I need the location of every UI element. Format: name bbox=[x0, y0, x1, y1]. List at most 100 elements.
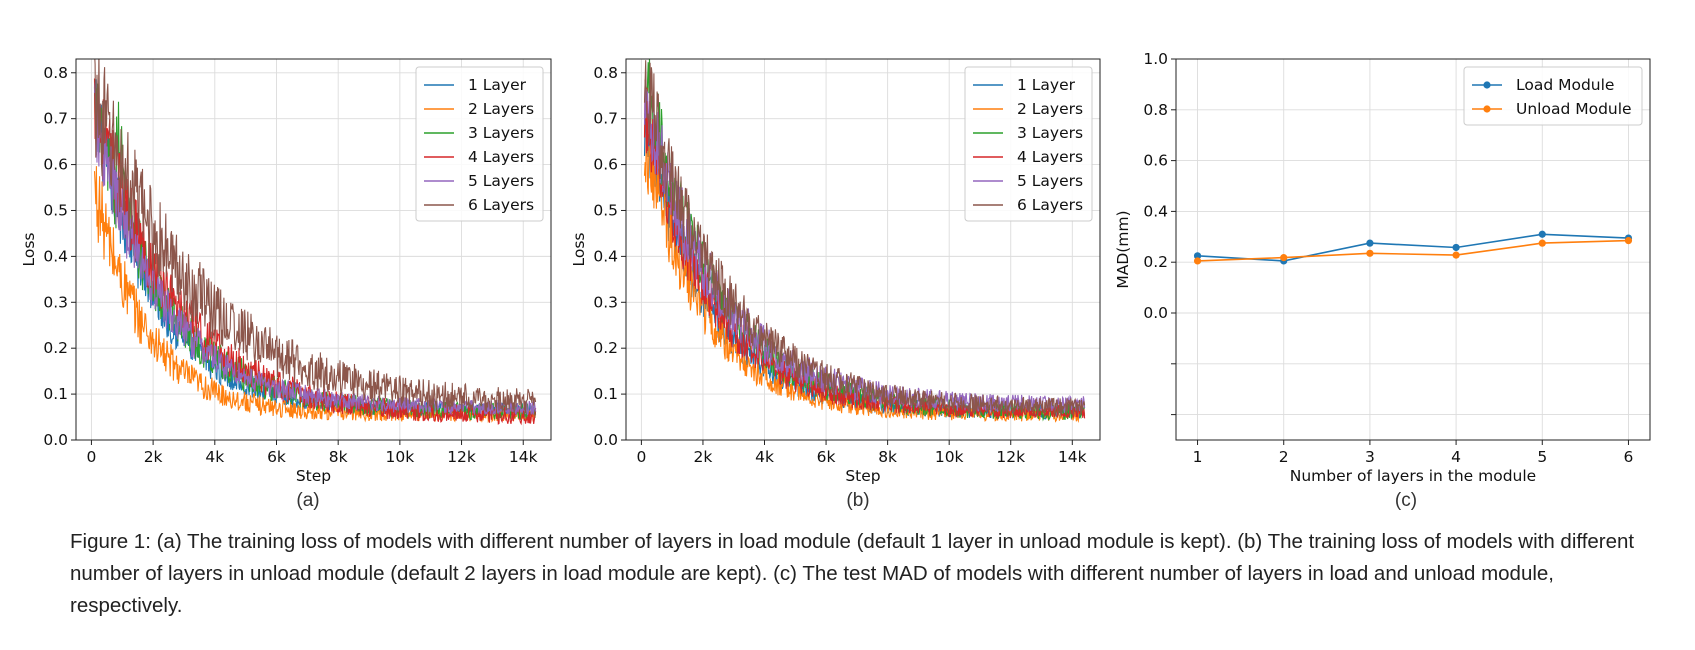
x-tick-label: 2k bbox=[144, 448, 163, 466]
series-line-load-module bbox=[1197, 233, 1629, 262]
y-tick-label: 0.7 bbox=[43, 110, 68, 128]
x-tick-label: 14k bbox=[509, 448, 538, 466]
y-tick-label: 0.2 bbox=[1143, 253, 1168, 271]
legend-label: 1 Layer bbox=[1017, 76, 1076, 94]
x-tick-label: 14k bbox=[1058, 448, 1087, 466]
x-axis-label: Step bbox=[845, 467, 880, 485]
y-tick-label: 0.4 bbox=[43, 247, 68, 265]
y-tick-label: 0.2 bbox=[593, 339, 618, 357]
x-tick-label: 10k bbox=[386, 448, 415, 466]
legend-label: 4 Layers bbox=[468, 148, 534, 166]
plot-area bbox=[1193, 230, 1633, 265]
y-tick-label: 1.0 bbox=[1143, 50, 1168, 68]
series-line-6-layers bbox=[643, 60, 1086, 417]
x-tick-label: 12k bbox=[447, 448, 476, 466]
y-tick-label: 0.6 bbox=[1143, 152, 1168, 170]
x-tick-label: 0 bbox=[636, 448, 646, 466]
x-tick-label: 4 bbox=[1451, 448, 1461, 466]
plot-frame bbox=[1175, 58, 1651, 441]
y-tick-label: 0.0 bbox=[1143, 304, 1168, 322]
legend-label: 4 Layers bbox=[1017, 148, 1083, 166]
x-tick-label: 8k bbox=[329, 448, 348, 466]
legend-label: 5 Layers bbox=[468, 172, 534, 190]
legend-label: 6 Layers bbox=[468, 196, 534, 214]
x-axis-label: Number of layers in the module bbox=[1290, 467, 1536, 485]
y-tick-label: 0.6 bbox=[593, 156, 618, 174]
y-tick-label: 0.1 bbox=[593, 385, 618, 403]
legend-label: 3 Layers bbox=[1017, 124, 1083, 142]
plot-area bbox=[93, 59, 537, 426]
x-tick-label: 2k bbox=[694, 448, 713, 466]
subplot-a-label: (a) bbox=[296, 490, 320, 511]
y-axis-label: Loss bbox=[20, 233, 38, 267]
data-point bbox=[1624, 237, 1633, 245]
data-point bbox=[1193, 257, 1202, 265]
series-line-6-layers bbox=[94, 59, 537, 414]
y-tick-label: 0.3 bbox=[593, 293, 618, 311]
x-tick-label: 1 bbox=[1193, 448, 1203, 466]
legend-label: 1 Layer bbox=[468, 76, 527, 94]
legend-marker bbox=[1483, 105, 1491, 113]
y-tick-label: 0.4 bbox=[1143, 202, 1168, 220]
legend-box bbox=[1463, 66, 1643, 126]
x-tick-label: 12k bbox=[996, 448, 1025, 466]
legend-label: 3 Layers bbox=[468, 124, 534, 142]
legend: 1 Layer 2 Layers 3 Layers 4 Layers 5 Layers 6… bbox=[964, 66, 1093, 222]
x-tick-label: 8k bbox=[878, 448, 897, 466]
legend-label: 6 Layers bbox=[1017, 196, 1083, 214]
data-point bbox=[1280, 254, 1288, 262]
subplot-b: 0 2k 4k 6k 8k 10k 12k 14k 0.0 0.1 0.2 0.3 0.4 0.5 0.6 0… bbox=[570, 58, 1101, 485]
legend-box bbox=[964, 66, 1093, 222]
data-point bbox=[1538, 239, 1546, 247]
x-tick-label: 4k bbox=[205, 448, 224, 466]
series-line-unload-module bbox=[1197, 239, 1629, 262]
plot-frame bbox=[75, 58, 552, 441]
x-tick-label: 2 bbox=[1279, 448, 1289, 466]
x-tick-label: 6k bbox=[817, 448, 836, 466]
subplot-c: 1 2 3 4 5 6 1.0 0.8 0.6 0.4 0.2 0.0 Number of layers… bbox=[1114, 50, 1651, 485]
legend: Load Module Unload Module bbox=[1463, 66, 1643, 126]
x-tick-label: 6 bbox=[1624, 448, 1634, 466]
x-axis-label: Step bbox=[296, 467, 331, 485]
plot-frame bbox=[625, 58, 1101, 441]
legend-label: Unload Module bbox=[1516, 100, 1632, 118]
y-tick-label: 0.6 bbox=[43, 156, 68, 174]
x-tick-label: 6k bbox=[267, 448, 286, 466]
y-tick-label: 0.0 bbox=[43, 431, 68, 449]
plot-area bbox=[643, 59, 1086, 423]
legend-box bbox=[415, 66, 544, 222]
y-tick-label: 0.8 bbox=[43, 64, 68, 82]
x-tick-label: 10k bbox=[935, 448, 964, 466]
y-tick-label: 0.7 bbox=[593, 110, 618, 128]
y-tick-label: 0.1 bbox=[43, 385, 68, 403]
data-point bbox=[1193, 252, 1202, 260]
legend-marker bbox=[1483, 81, 1491, 89]
legend: 1 Layer 2 Layers 3 Layers 4 Layers 5 Layers 6… bbox=[415, 66, 544, 222]
y-tick-label: 0.8 bbox=[1143, 101, 1168, 119]
subplot-c-label: (c) bbox=[1394, 490, 1418, 511]
y-axis-label: MAD(mm) bbox=[1114, 210, 1132, 288]
legend-label: 2 Layers bbox=[1017, 100, 1083, 118]
data-point bbox=[1452, 251, 1460, 259]
y-tick-label: 0.4 bbox=[593, 247, 618, 265]
y-tick-label: 0.3 bbox=[43, 293, 68, 311]
x-tick-label: 5 bbox=[1537, 448, 1547, 466]
legend-label: 2 Layers bbox=[468, 100, 534, 118]
data-point bbox=[1452, 243, 1460, 252]
x-tick-label: 0 bbox=[86, 448, 96, 466]
y-tick-label: 0.8 bbox=[593, 64, 618, 82]
x-tick-label: 4k bbox=[755, 448, 774, 466]
y-tick-label: 0.0 bbox=[593, 431, 618, 449]
figure-caption: Figure 1: (a) The training loss of model… bbox=[70, 530, 1635, 617]
subplot-a: 0 2k 4k 6k 8k 10k 12k 14k 0.0 0.1 0.2 0.3 0.4 0.5 0.6 0… bbox=[20, 58, 552, 485]
data-point bbox=[1538, 230, 1546, 238]
data-point bbox=[1366, 239, 1374, 247]
x-tick-label: 3 bbox=[1365, 448, 1375, 466]
legend-label: Load Module bbox=[1516, 76, 1614, 94]
subplot-b-label: (b) bbox=[846, 490, 870, 511]
y-tick-label: 0.5 bbox=[593, 201, 618, 219]
figure-panels: 0 2k 4k 6k 8k 10k 12k 14k0.00.10.20.30.40.50.60… bbox=[20, 50, 1651, 485]
y-tick-label: 0.2 bbox=[43, 339, 68, 357]
data-point bbox=[1366, 249, 1374, 257]
y-tick-label: 0.5 bbox=[43, 201, 68, 219]
